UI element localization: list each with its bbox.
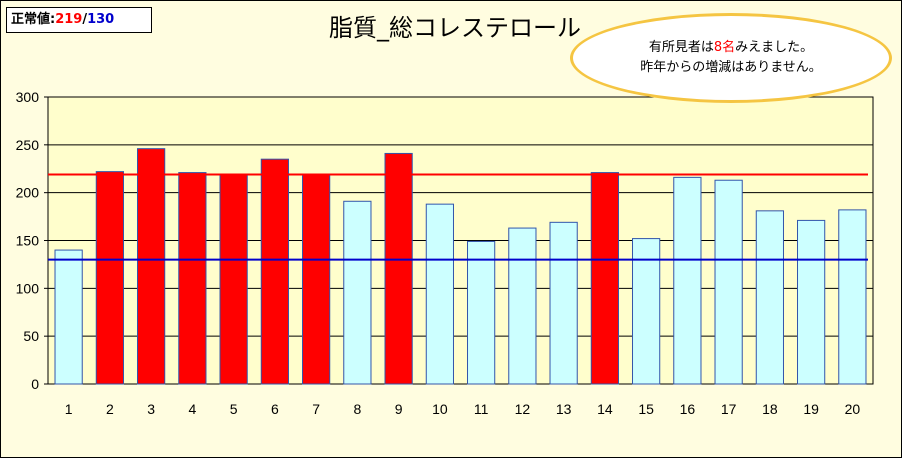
x-tick-label: 14	[597, 401, 613, 417]
bar	[467, 240, 496, 385]
bar	[797, 219, 826, 385]
x-tick-label: 6	[271, 401, 279, 417]
y-tick-label: 150	[16, 233, 40, 249]
normal-range-label: 正常値:	[11, 12, 56, 27]
x-tick-label: 9	[395, 401, 403, 417]
summary-callout: 有所見者は8名みえました。 昨年からの増減はありません。	[570, 13, 892, 103]
callout-line-1: 有所見者は8名みえました。	[649, 38, 813, 58]
x-tick-label: 20	[845, 401, 861, 417]
bar	[95, 171, 124, 385]
x-tick-label: 13	[556, 401, 572, 417]
callout-count: 8名	[713, 40, 736, 55]
x-tick-label: 15	[638, 401, 654, 417]
bar	[302, 173, 331, 385]
x-tick-label: 2	[106, 401, 114, 417]
x-tick-label: 4	[188, 401, 196, 417]
bar	[508, 227, 537, 385]
callout-line-2: 昨年からの増減はありません。	[640, 60, 822, 75]
bar	[673, 176, 702, 385]
bar	[384, 152, 413, 385]
callout-line-1-pre: 有所見者は	[648, 40, 714, 55]
bar	[755, 210, 784, 385]
y-tick-label: 250	[16, 137, 40, 153]
bar	[838, 209, 867, 385]
chart-title: 脂質_総コレステロール	[329, 14, 581, 42]
bar	[137, 148, 166, 385]
normal-range-lower: 130	[87, 12, 115, 27]
y-tick-label: 100	[16, 280, 40, 296]
x-tick-label: 19	[803, 401, 819, 417]
x-tick-label: 8	[353, 401, 361, 417]
y-tick-label: 0	[31, 376, 39, 392]
x-tick-label: 3	[147, 401, 155, 417]
bar	[54, 249, 83, 385]
x-tick-label: 7	[312, 401, 320, 417]
x-tick-label: 11	[474, 401, 489, 417]
x-tick-label: 17	[721, 401, 737, 417]
normal-range-separator: /	[82, 12, 88, 27]
bar	[260, 158, 289, 385]
bar	[219, 173, 248, 385]
y-tick-label: 300	[16, 89, 40, 105]
bar	[549, 221, 578, 385]
bar	[343, 200, 372, 385]
bar	[590, 172, 619, 385]
bar	[632, 238, 661, 385]
x-tick-label: 12	[515, 401, 531, 417]
normal-range-box: 正常値:219/130	[6, 7, 152, 33]
normal-range-upper: 219	[55, 12, 83, 27]
bar	[425, 203, 454, 385]
x-tick-label: 16	[680, 401, 696, 417]
bar	[714, 179, 743, 385]
callout-line-1-post: みえました。	[735, 40, 814, 55]
x-tick-label: 10	[432, 401, 448, 417]
x-tick-label: 5	[230, 401, 238, 417]
x-tick-label: 1	[65, 401, 73, 417]
x-tick-label: 18	[762, 401, 778, 417]
bar	[178, 172, 207, 385]
y-tick-label: 50	[23, 328, 39, 344]
y-tick-label: 200	[16, 185, 40, 201]
